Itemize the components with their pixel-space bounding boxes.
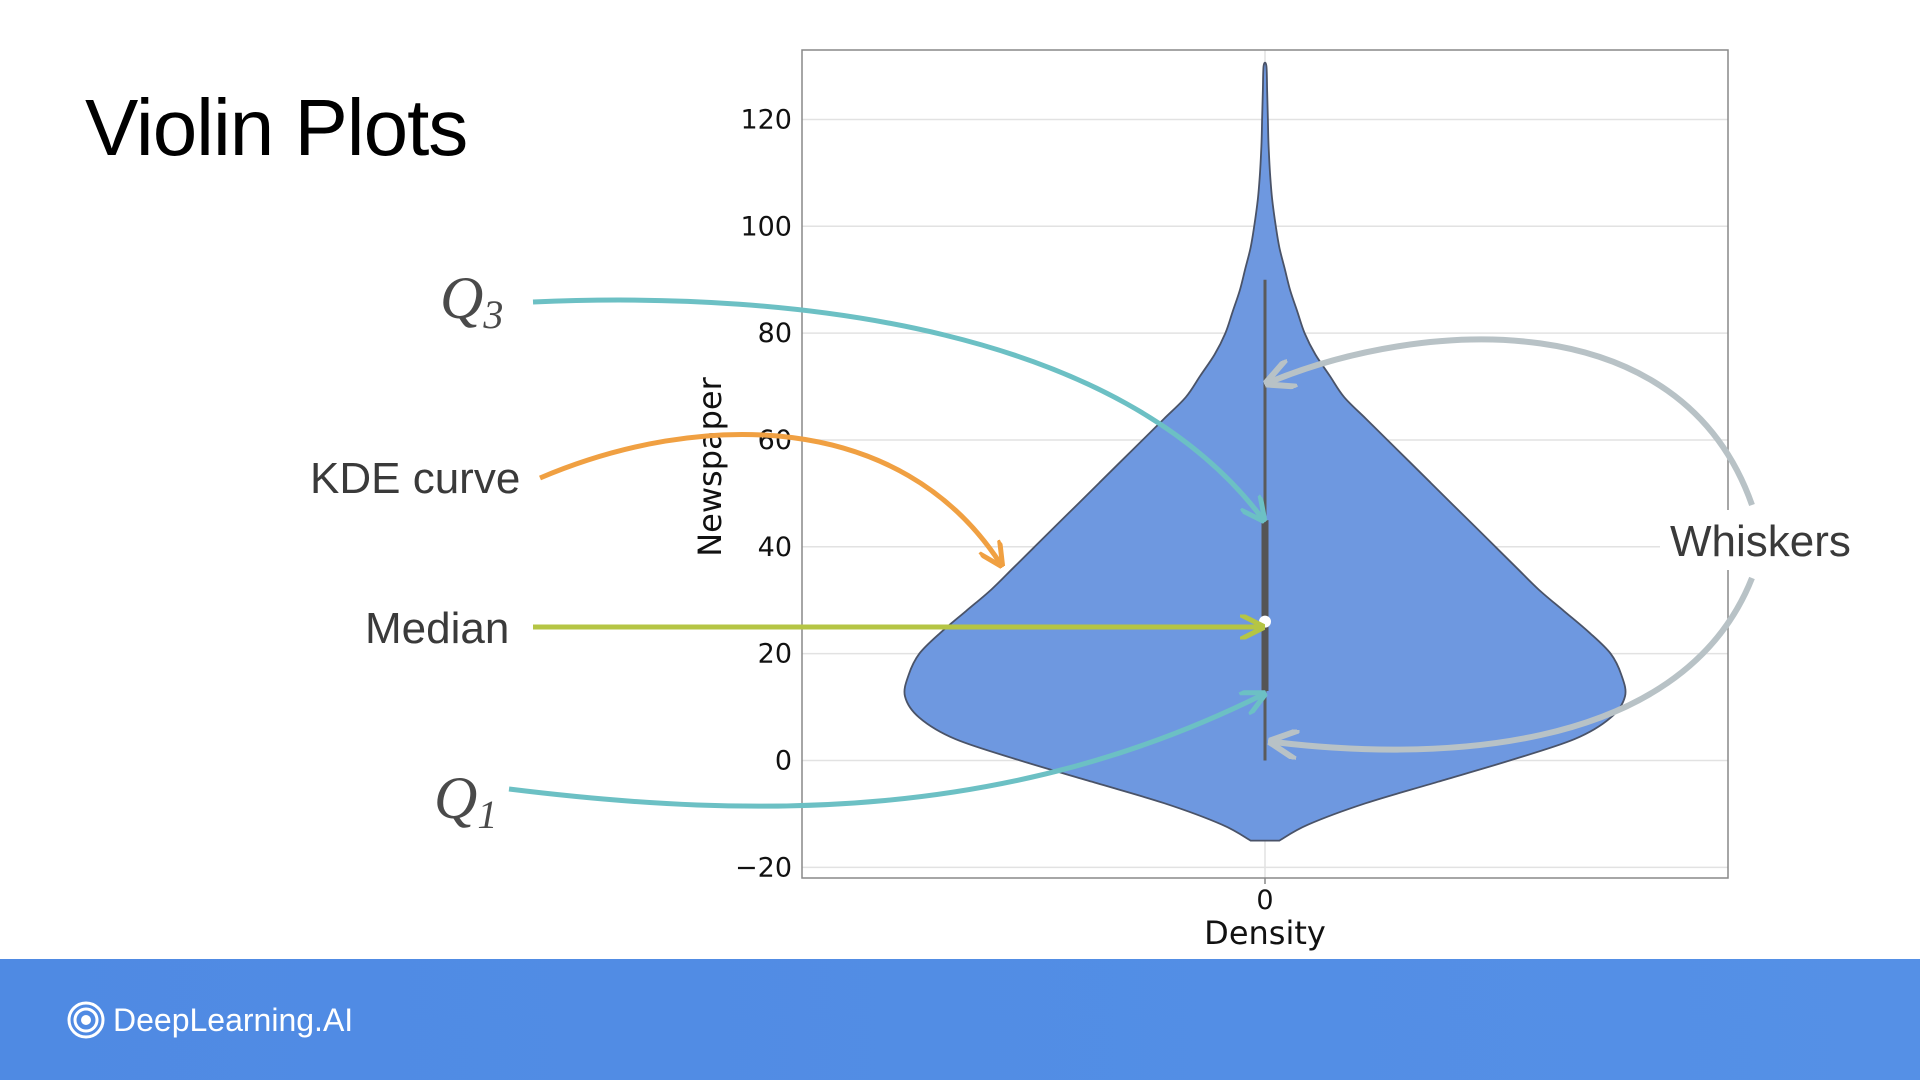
y-tick-label: 100 — [740, 211, 792, 242]
kde-arrow — [539, 432, 1000, 563]
median-label: Median — [365, 604, 509, 653]
x-axis-label: Density — [1204, 914, 1326, 952]
plot-frame — [801, 49, 1729, 879]
q3-arrow — [532, 297, 1262, 518]
y-tick-label: 20 — [758, 639, 792, 670]
whiskers-label: Whiskers — [1670, 517, 1851, 566]
y-tick-labels: −20 0 20 40 60 80 100 120 — [735, 104, 792, 883]
median-dot — [1259, 615, 1271, 628]
y-tick-label: 120 — [740, 104, 792, 135]
deeplearning-logo-icon — [67, 1001, 105, 1039]
q3-subscript: 3 — [482, 292, 503, 337]
q3-letter: Q — [440, 265, 483, 331]
q1-label: Q1 — [434, 765, 497, 837]
brand-logo: DeepLearning.AI — [67, 998, 353, 1042]
q1-letter: Q — [434, 765, 477, 831]
y-tick-label: 0 — [775, 745, 792, 776]
x-tick-label: 0 — [1256, 885, 1273, 916]
q1-arrow — [508, 695, 1262, 809]
y-tick-label: 60 — [758, 425, 792, 456]
whiskers-label-bg — [1660, 510, 1882, 570]
whisker-top-arrow — [1270, 336, 1755, 506]
q1-subscript: 1 — [477, 792, 497, 837]
y-tick-label: 80 — [758, 318, 792, 349]
q3-label: Q3 — [440, 265, 503, 337]
slide-title: Violin Plots — [85, 83, 468, 172]
y-tick-label: 40 — [758, 532, 792, 563]
kde-curve-label: KDE curve — [310, 454, 520, 503]
y-axis-label: Newspaper — [691, 376, 729, 556]
brand-name: DeepLearning.AI — [113, 1001, 354, 1038]
y-tick-label: −20 — [735, 852, 792, 883]
footer-bar — [0, 959, 1920, 1080]
whisker-bottom-arrow — [1274, 576, 1755, 750]
